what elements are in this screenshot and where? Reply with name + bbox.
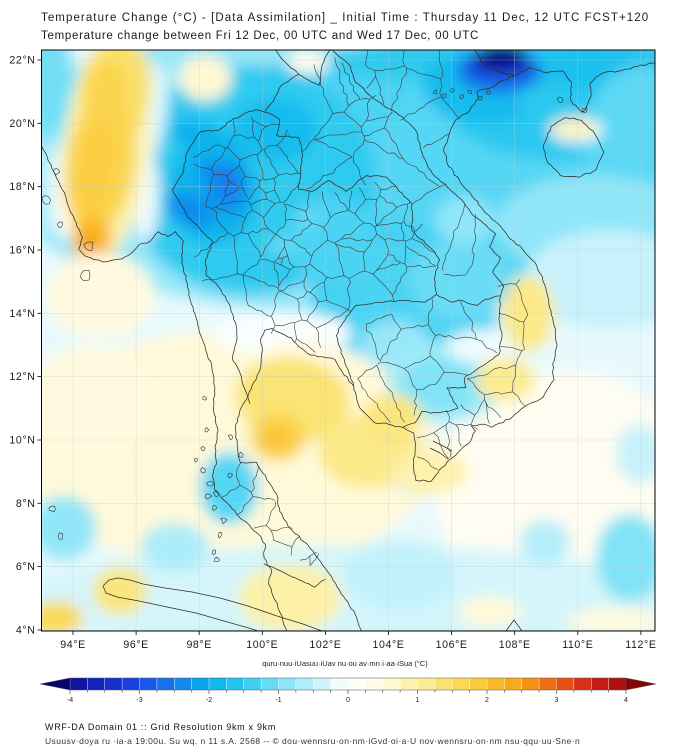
svg-text:22°N: 22°N (9, 55, 35, 67)
svg-text:Usuusv·doya ru ·ia·a 19:00u. S: Usuusv·doya ru ·ia·a 19:00u. Su wq. n 11… (45, 736, 580, 746)
svg-text:18°N: 18°N (9, 181, 35, 193)
svg-text:-2: -2 (206, 697, 212, 704)
svg-text:8°N: 8°N (16, 498, 36, 510)
svg-text:0: 0 (346, 697, 350, 704)
svg-text:WRF-DA Domain 01 :: Grid Resol: WRF-DA Domain 01 :: Grid Resolution 9km … (45, 722, 276, 732)
svg-text:112°E: 112°E (625, 639, 656, 651)
svg-text:106°E: 106°E (436, 639, 468, 651)
svg-text:12°N: 12°N (9, 371, 35, 383)
svg-text:14°N: 14°N (9, 308, 35, 320)
svg-text:20°N: 20°N (9, 118, 35, 130)
svg-text:6°N: 6°N (16, 561, 36, 573)
svg-text:Temperature Change (°C) - [Dat: Temperature Change (°C) - [Data Assimila… (41, 12, 649, 24)
svg-text:3: 3 (555, 697, 559, 704)
svg-text:4°N: 4°N (16, 625, 36, 637)
svg-text:2: 2 (485, 697, 489, 704)
svg-text:100°E: 100°E (246, 639, 278, 651)
svg-text:96°E: 96°E (123, 639, 149, 651)
svg-text:94°E: 94°E (60, 639, 86, 651)
svg-text:10°N: 10°N (9, 435, 35, 447)
svg-text:4: 4 (624, 697, 628, 704)
svg-text:102°E: 102°E (309, 639, 341, 651)
svg-text:Temperature change between Fri: Temperature change between Fri 12 Dec, 0… (41, 30, 479, 42)
svg-text:-3: -3 (136, 697, 142, 704)
svg-text:1: 1 (416, 697, 420, 704)
svg-text:-4: -4 (67, 697, 73, 704)
svg-text:104°E: 104°E (373, 639, 405, 651)
svg-text:-1: -1 (275, 697, 281, 704)
svg-text:98°E: 98°E (186, 639, 212, 651)
svg-text:108°E: 108°E (499, 639, 531, 651)
svg-text:quru·nuu·iUasuu·iUav nu·ou av·: quru·nuu·iUasuu·iUav nu·ou av·mn·i·aa·iS… (262, 659, 428, 668)
svg-text:16°N: 16°N (9, 245, 35, 257)
svg-text:110°E: 110°E (562, 639, 593, 651)
